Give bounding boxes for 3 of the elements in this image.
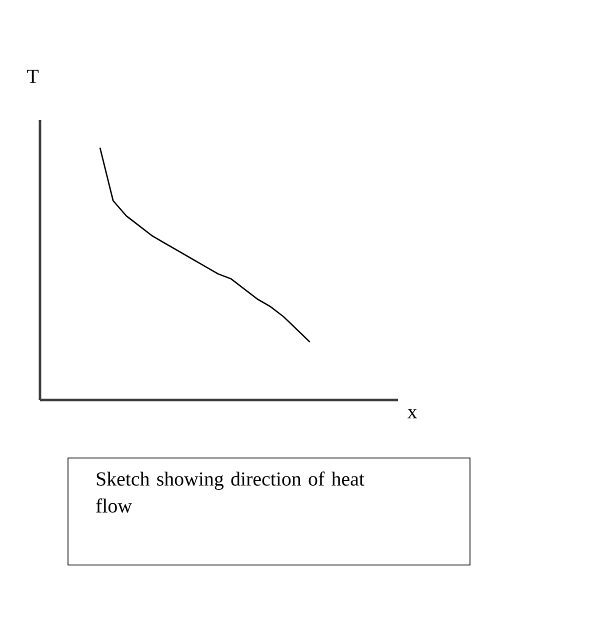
x-axis-title: x <box>407 409 418 418</box>
text: Sketch showing direction of heat flow <box>96 472 364 513</box>
y-axis-title: T <box>27 70 39 83</box>
